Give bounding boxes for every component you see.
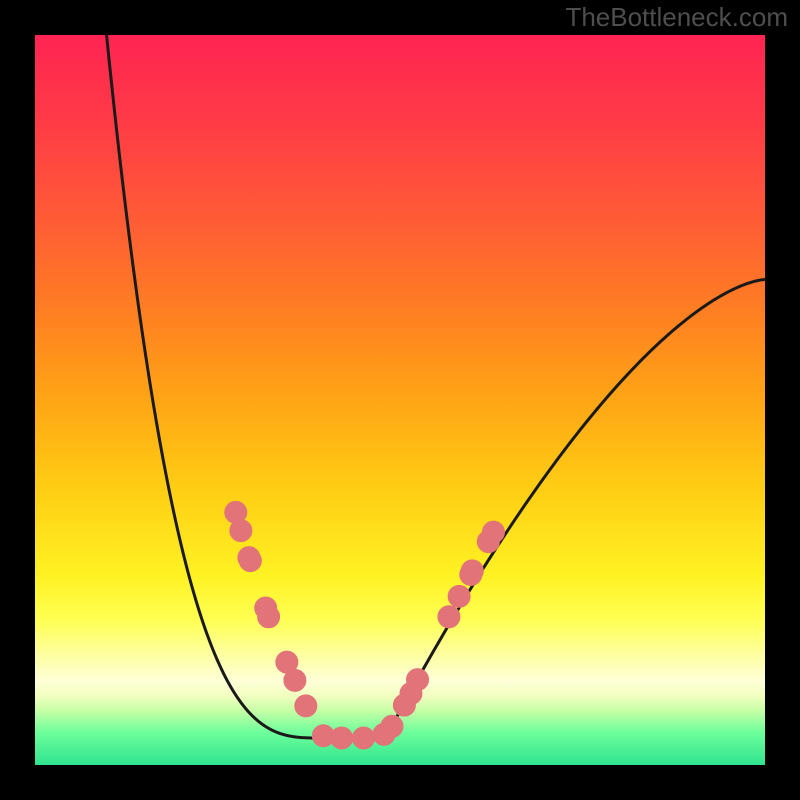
data-marker	[284, 669, 306, 691]
data-marker	[448, 585, 470, 607]
bottleneck-chart	[35, 35, 765, 765]
data-marker	[381, 715, 403, 737]
data-marker	[461, 560, 483, 582]
data-marker	[230, 520, 252, 542]
data-marker	[407, 669, 429, 691]
data-marker	[295, 695, 317, 717]
gradient-background	[35, 35, 765, 765]
data-marker	[482, 521, 504, 543]
data-marker	[331, 727, 353, 749]
data-marker	[258, 606, 280, 628]
data-marker	[353, 727, 375, 749]
data-marker	[438, 606, 460, 628]
data-marker	[239, 550, 261, 572]
watermark-text: TheBottleneck.com	[565, 2, 788, 33]
